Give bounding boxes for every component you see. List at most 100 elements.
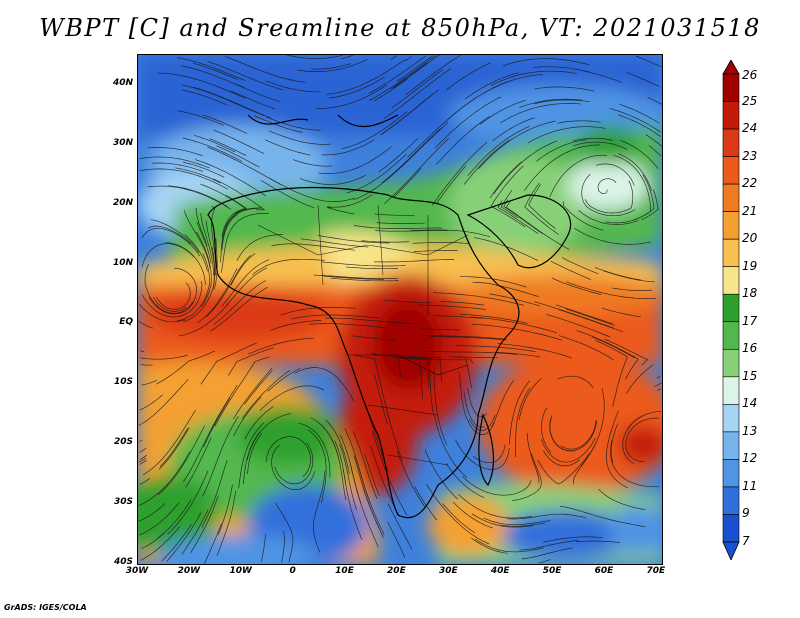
map-panel[interactable] xyxy=(137,54,663,565)
streamline xyxy=(354,355,390,421)
streamline xyxy=(339,434,362,504)
streamline xyxy=(617,153,653,191)
streamline xyxy=(140,526,180,561)
streamline xyxy=(138,378,189,426)
streamline xyxy=(391,69,444,109)
streamline xyxy=(497,343,573,359)
streamline xyxy=(183,247,216,323)
streamline xyxy=(286,55,343,59)
streamline xyxy=(584,180,634,214)
streamline xyxy=(156,499,192,540)
streamline xyxy=(419,328,460,331)
streamline xyxy=(341,111,408,149)
streamline xyxy=(581,174,636,217)
streamline xyxy=(407,96,478,158)
streamline xyxy=(508,380,530,445)
streamline xyxy=(271,444,315,491)
streamline xyxy=(528,184,556,229)
streamline xyxy=(300,238,369,248)
streamline xyxy=(181,509,209,555)
streamline xyxy=(225,267,268,306)
streamline xyxy=(533,66,589,73)
streamline xyxy=(221,259,270,307)
streamline xyxy=(351,335,396,341)
lat-tick-label: 20S xyxy=(113,437,133,448)
streamline xyxy=(147,185,231,210)
streamline xyxy=(647,96,662,105)
colorbar-label: 22 xyxy=(742,176,758,191)
streamline xyxy=(645,134,662,147)
streamline xyxy=(500,189,519,219)
streamline xyxy=(228,347,275,376)
streamline xyxy=(597,178,617,194)
streamline xyxy=(374,213,415,216)
streamline xyxy=(311,63,351,70)
wbpt-field-map[interactable] xyxy=(138,55,662,564)
lon-tick-label: 20E xyxy=(387,566,406,576)
streamline xyxy=(604,338,649,366)
streamline xyxy=(414,486,437,521)
streamline xyxy=(583,70,622,83)
colorbar-swatch xyxy=(722,348,740,378)
streamline xyxy=(410,229,491,238)
colorbar-label: 24 xyxy=(742,121,758,136)
streamline xyxy=(381,128,441,184)
streamline xyxy=(558,335,614,361)
streamline xyxy=(462,476,532,496)
colorbar-label: 26 xyxy=(742,68,758,82)
streamline xyxy=(346,266,399,270)
colorbar-label: 9 xyxy=(742,506,750,521)
streamline xyxy=(617,114,661,137)
streamline xyxy=(242,370,291,419)
streamline xyxy=(538,559,551,564)
streamline xyxy=(159,427,189,468)
lon-tick-label: 10W xyxy=(229,566,252,576)
streamline xyxy=(243,431,261,485)
streamline xyxy=(436,165,467,204)
streamline xyxy=(309,323,386,328)
streamline xyxy=(578,210,639,225)
streamline xyxy=(654,382,662,387)
streamline xyxy=(474,538,545,553)
streamline xyxy=(233,396,262,437)
streamline xyxy=(328,76,385,99)
colorbar-max-arrow xyxy=(722,60,740,75)
streamline xyxy=(542,450,580,467)
streamline xyxy=(471,323,563,341)
streamline xyxy=(455,439,510,470)
streamline xyxy=(202,397,231,448)
streamline xyxy=(141,379,158,386)
streamline xyxy=(546,313,611,338)
streamline xyxy=(140,354,188,360)
streamline xyxy=(471,537,508,554)
streamline xyxy=(213,280,266,325)
streamline xyxy=(412,242,469,244)
streamline xyxy=(325,419,350,475)
streamline xyxy=(210,385,238,431)
streamline xyxy=(141,227,200,257)
colorbar-label: 7 xyxy=(742,534,750,548)
streamline xyxy=(234,83,280,103)
streamline xyxy=(387,521,406,559)
streamline xyxy=(574,227,652,245)
streamline xyxy=(139,459,147,465)
streamline xyxy=(213,238,218,291)
streamline xyxy=(524,144,600,192)
streamline xyxy=(175,167,221,184)
streamline xyxy=(138,503,166,522)
streamline xyxy=(610,439,660,488)
streamline xyxy=(549,417,598,452)
streamline xyxy=(204,523,222,564)
streamline xyxy=(656,376,661,379)
streamline xyxy=(353,225,442,229)
streamline xyxy=(194,159,267,197)
streamline xyxy=(395,122,449,173)
credit-text: GrADS: IGES/COLA xyxy=(4,603,87,612)
streamline xyxy=(252,258,325,275)
streamline xyxy=(408,356,434,415)
streamline xyxy=(378,138,419,173)
streamline xyxy=(373,78,408,102)
streamline xyxy=(506,513,587,520)
streamline xyxy=(641,189,659,221)
streamline xyxy=(139,394,163,411)
